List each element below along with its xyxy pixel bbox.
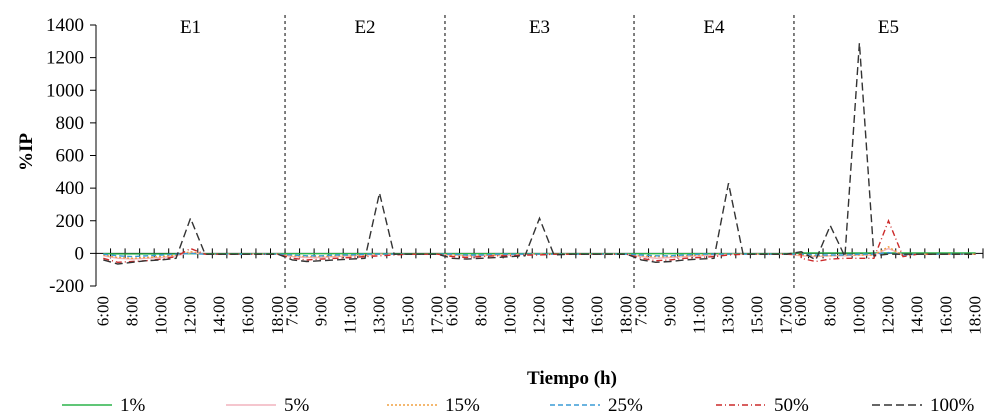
series-line (103, 42, 976, 265)
y-tick-label: 400 (56, 178, 85, 199)
legend: 1% 5% 15% 25% 50% 100% (62, 395, 975, 416)
y-tick-label: 1000 (46, 80, 84, 101)
x-tick-label: 12:00 (181, 296, 200, 335)
x-tick-label: 8:00 (122, 296, 141, 326)
legend-label: 15% (445, 395, 480, 416)
x-tick-label: 17:00 (777, 296, 796, 335)
x-axis-title: Tiempo (h) (527, 368, 617, 389)
x-tick-label: 11:00 (340, 296, 359, 334)
y-tick-label: 600 (56, 146, 85, 167)
x-tick-label: 16:00 (937, 296, 956, 335)
x-tick-label: 9:00 (660, 296, 679, 326)
x-tick-label: 6:00 (442, 296, 461, 326)
x-tick-label: 16:00 (588, 296, 607, 335)
x-tick-label: 12:00 (530, 296, 549, 335)
legend-label: 25% (608, 395, 643, 416)
x-tick-label: 14:00 (559, 296, 578, 335)
x-axis: 6:00 8:00 10:00 12:00 14:00 16:00 18:007:00 9:0… (93, 248, 985, 335)
legend-label: 50% (774, 395, 809, 416)
experiment-label: E3 (529, 17, 550, 38)
x-tick-label: 13:00 (370, 296, 389, 335)
x-tick-label: 6:00 (93, 296, 112, 326)
x-tick-label: 10:00 (849, 296, 868, 335)
x-tick-label: 15:00 (748, 296, 767, 335)
x-tick-label: 7:00 (631, 296, 650, 326)
x-tick-label: 12:00 (878, 296, 897, 335)
legend-label: 5% (284, 395, 310, 416)
x-tick-label: 10:00 (500, 296, 519, 335)
x-tick-label: 18:00 (268, 296, 287, 335)
y-axis: -200 0 200 400 600 800 1000 1200 1400 (46, 15, 97, 297)
legend-label: 1% (120, 395, 146, 416)
x-tick-label: 8:00 (820, 296, 839, 326)
x-tick-label: 14:00 (908, 296, 927, 335)
x-tick-label: 10:00 (151, 296, 170, 335)
x-tick-label: 17:00 (428, 296, 447, 335)
x-tick-label: 9:00 (311, 296, 330, 326)
x-tick-label: 7:00 (282, 296, 301, 326)
experiment-label: E4 (703, 17, 725, 38)
y-tick-label: 800 (56, 113, 85, 134)
experiment-label: E5 (878, 17, 899, 38)
y-tick-label: 1200 (46, 48, 84, 69)
x-tick-label: 15:00 (399, 296, 418, 335)
experiment-dividers (284, 15, 795, 289)
x-tick-label: 18:00 (617, 296, 636, 335)
y-tick-label: 200 (56, 211, 85, 232)
y-tick-label: 1400 (46, 15, 84, 36)
experiment-label: E2 (354, 17, 375, 38)
x-tick-label: 11:00 (689, 296, 708, 334)
x-tick-label: 6:00 (791, 296, 810, 326)
x-tick-label: 14:00 (210, 296, 229, 335)
y-tick-label: 0 (75, 243, 85, 264)
series-lines (103, 42, 976, 265)
legend-label: 100% (930, 395, 975, 416)
y-axis-title: %IP (16, 133, 37, 171)
y-tick-label: -200 (49, 276, 84, 297)
x-tick-label: 16:00 (239, 296, 258, 335)
experiment-labels: E1 E2 E3 E4 E5 (180, 17, 899, 38)
x-tick-label: 8:00 (471, 296, 490, 326)
x-tick-label: 18:00 (966, 296, 985, 335)
experiment-label: E1 (180, 17, 201, 38)
x-tick-label: 13:00 (719, 296, 738, 335)
